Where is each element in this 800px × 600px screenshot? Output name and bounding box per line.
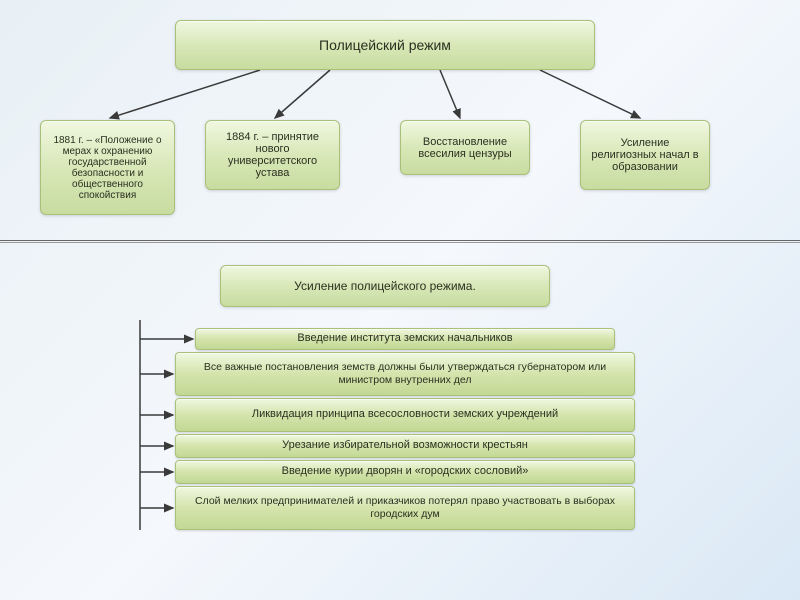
list-header-node: Усиление полицейского режима. — [220, 265, 550, 307]
list-item-5: Введение курии дворян и «городских сосло… — [175, 460, 635, 484]
list-item-3: Ликвидация принципа всесословности земск… — [175, 398, 635, 432]
child-label: Восстановление всесилия цензуры — [411, 136, 519, 160]
list-header-label: Усиление полицейского режима. — [294, 279, 476, 293]
list-item-label: Введение курии дворян и «городских сосло… — [282, 465, 529, 478]
child-label: 1881 г. – «Положение о мерах к охранению… — [51, 135, 164, 201]
child-node-2: 1884 г. – принятие нового университетско… — [205, 120, 340, 190]
list-item-label: Слой мелких предпринимателей и приказчик… — [184, 495, 626, 520]
list-item-label: Введение института земских начальников — [297, 332, 512, 345]
list-item-4: Урезание избирательной возможности крест… — [175, 434, 635, 458]
root-label: Полицейский режим — [319, 37, 451, 53]
child-label: 1884 г. – принятие нового университетско… — [216, 131, 329, 179]
child-node-1: 1881 г. – «Положение о мерах к охранению… — [40, 120, 175, 215]
child-label: Усиление религиозных начал в образовании — [591, 137, 699, 173]
list-item-label: Все важные постановления земств должны б… — [184, 361, 626, 386]
list-item-1: Введение института земских начальников — [195, 328, 615, 350]
root-node: Полицейский режим — [175, 20, 595, 70]
list-item-6: Слой мелких предпринимателей и приказчик… — [175, 486, 635, 530]
section-divider — [0, 240, 800, 243]
child-node-3: Восстановление всесилия цензуры — [400, 120, 530, 175]
list-item-label: Урезание избирательной возможности крест… — [282, 439, 528, 452]
child-node-4: Усиление религиозных начал в образовании — [580, 120, 710, 190]
list-item-label: Ликвидация принципа всесословности земск… — [252, 408, 558, 421]
list-item-2: Все важные постановления земств должны б… — [175, 352, 635, 396]
